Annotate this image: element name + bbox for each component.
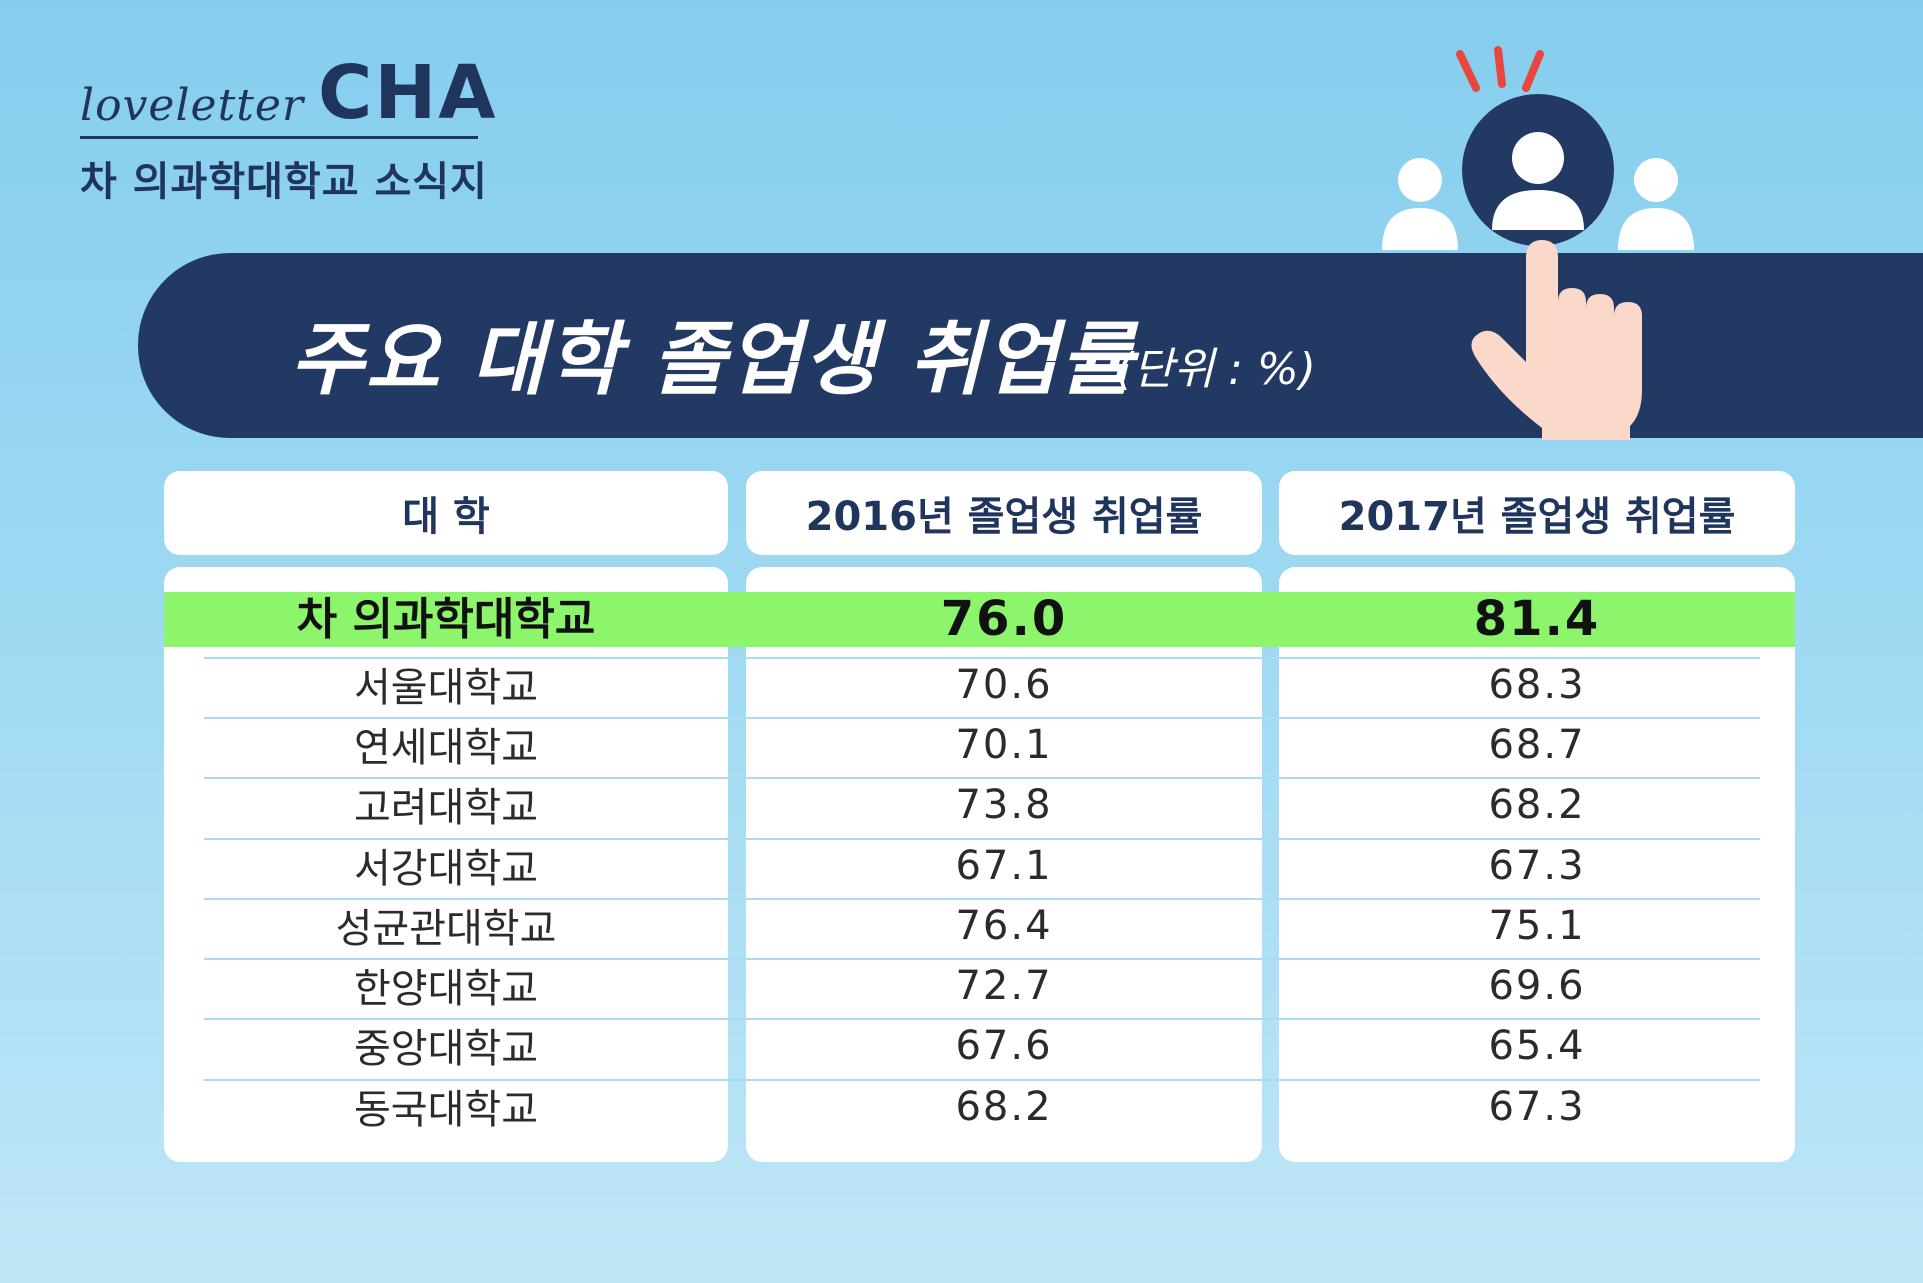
rate-2016-cell: 72.7 — [955, 963, 1053, 1009]
rate-2017-cell: 75.1 — [1488, 903, 1586, 949]
highlight-rate-2016: 76.0 — [940, 591, 1068, 647]
row-divider — [204, 1079, 1760, 1081]
logo-subtitle: 차 의과학대학교 소식지 — [80, 159, 488, 206]
rate-2017-cell: 65.4 — [1488, 1023, 1586, 1069]
highlight-university: 차 의과학대학교 — [296, 594, 596, 645]
logo-script: loveletter — [80, 80, 305, 132]
row-divider — [204, 717, 1760, 719]
rate-2017-cell: 67.3 — [1488, 843, 1586, 889]
row-divider — [204, 1018, 1760, 1020]
rate-2016-cell: 67.6 — [955, 1023, 1053, 1069]
university-cell: 성균관대학교 — [335, 906, 557, 952]
column-header-university: 대 학 — [164, 471, 728, 555]
column-header-2016: 2016년 졸업생 취업률 — [746, 471, 1262, 555]
university-cell: 서울대학교 — [354, 665, 538, 711]
row-divider — [204, 838, 1760, 840]
page-title: 주요 대학 졸업생 취업률 — [290, 313, 1136, 406]
rate-2017-cell: 68.2 — [1488, 782, 1586, 828]
people-icon — [1382, 94, 1694, 250]
alert-rays-icon — [1456, 46, 1544, 92]
university-cell: 한양대학교 — [354, 966, 538, 1012]
university-column — [164, 567, 728, 1162]
rate-2017-column — [1279, 567, 1795, 1162]
logo-brand: CHA — [318, 50, 498, 136]
university-cell: 연세대학교 — [354, 725, 538, 771]
rate-2016-column — [746, 567, 1262, 1162]
highlight-rate-2017: 81.4 — [1473, 591, 1601, 647]
rate-2017-cell: 69.6 — [1488, 963, 1586, 1009]
pointing-hand-icon — [1471, 240, 1642, 440]
university-cell: 고려대학교 — [354, 785, 538, 831]
column-header-2017: 2017년 졸업생 취업률 — [1279, 471, 1795, 555]
rate-2016-cell: 70.6 — [955, 662, 1053, 708]
university-cell: 서강대학교 — [354, 846, 538, 892]
university-cell: 중앙대학교 — [354, 1026, 538, 1072]
unit-label: (단위 : %) — [1116, 344, 1316, 395]
rate-2017-cell: 68.7 — [1488, 722, 1586, 768]
people-pointing-illustration — [1382, 46, 1694, 440]
rate-2017-cell: 68.3 — [1488, 662, 1586, 708]
rate-2016-cell: 68.2 — [955, 1084, 1053, 1130]
rate-2017-cell: 67.3 — [1488, 1084, 1586, 1130]
logo-divider — [80, 136, 478, 140]
rate-2016-cell: 73.8 — [955, 782, 1053, 828]
rate-2016-cell: 70.1 — [955, 722, 1053, 768]
rate-2016-cell: 67.1 — [955, 843, 1053, 889]
row-divider — [204, 898, 1760, 900]
university-cell: 동국대학교 — [354, 1087, 538, 1133]
row-divider — [204, 657, 1760, 659]
row-divider — [204, 777, 1760, 779]
newsletter-logo: loveletter CHA 차 의과학대학교 소식지 — [80, 50, 498, 207]
highlighted-row — [164, 592, 1795, 647]
rate-2016-cell: 76.4 — [955, 903, 1053, 949]
row-divider — [204, 958, 1760, 960]
